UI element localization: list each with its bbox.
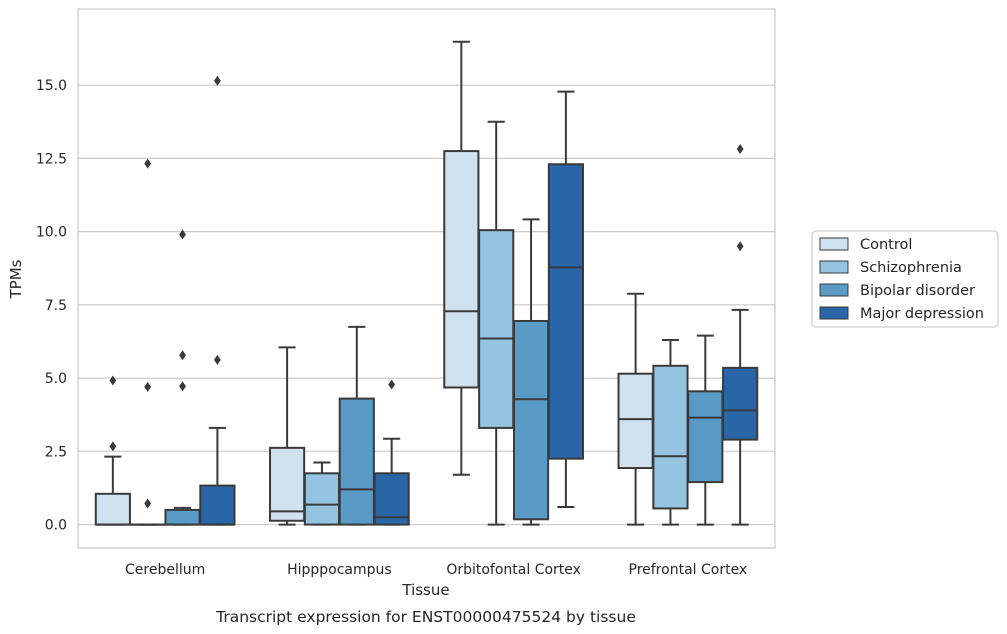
legend: Control Schizophrenia Bipolar disorder Majo… (811, 230, 999, 328)
box-body (547, 163, 584, 460)
box-body (478, 229, 515, 429)
y-tick-label: 15.0 (36, 78, 67, 94)
outlier-point (144, 158, 152, 169)
box-0-3 (199, 75, 236, 526)
box-body (443, 150, 480, 389)
box-3-1 (652, 339, 689, 526)
box-2-0 (443, 40, 480, 476)
box-body (652, 364, 689, 510)
outlier-point (144, 381, 152, 392)
box-0-1 (129, 158, 166, 526)
outlier-point (736, 241, 744, 252)
legend-label: Control (860, 237, 912, 253)
box-body (338, 397, 375, 526)
y-grid-lines (78, 84, 775, 526)
y-tick-labels: 0.0 2.5 5.0 7.5 10.0 12.5 15.0 (36, 78, 67, 533)
outlier-point (214, 354, 221, 365)
box-groups (94, 40, 759, 526)
y-tick-label: 7.5 (45, 298, 67, 314)
y-tick-label: 12.5 (36, 151, 67, 167)
outlier-point (388, 379, 396, 390)
box-body (512, 319, 550, 521)
y-tick-label: 10.0 (36, 225, 67, 241)
box-1-1 (303, 461, 341, 526)
x-axis-label: Tissue (401, 581, 449, 599)
box-1-3 (373, 379, 410, 526)
legend-label: Major depression (860, 306, 984, 322)
y-tick-label: 2.5 (45, 444, 67, 460)
box-1-0 (269, 346, 306, 526)
outlier-point (179, 229, 186, 240)
legend-swatch (819, 237, 849, 251)
box-0-2 (164, 229, 201, 526)
legend-swatch (819, 283, 849, 297)
outlier-point (144, 498, 152, 509)
box-2-1 (478, 120, 515, 526)
y-tick-label: 0.0 (45, 518, 67, 534)
outlier-point (179, 350, 186, 361)
outlier-point (736, 144, 744, 155)
plot-area-frame (77, 8, 776, 549)
legend-label: Schizophrenia (860, 260, 962, 276)
outlier-point (109, 441, 117, 452)
y-axis-label: TPMs (7, 259, 25, 299)
box-body (303, 472, 341, 526)
x-tick-label: Hipppocampus (287, 562, 392, 578)
box-1-2 (338, 325, 375, 526)
legend-swatch (819, 260, 849, 274)
box-body (617, 372, 654, 470)
legend-label: Bipolar disorder (860, 283, 975, 299)
y-tick-label: 5.0 (45, 371, 67, 387)
box-body (199, 484, 236, 526)
box-body (687, 390, 724, 484)
box-0-0 (94, 375, 131, 526)
box-body (373, 472, 410, 526)
box-3-3 (722, 144, 759, 526)
chart-caption: Transcript expression for ENST0000047552… (215, 608, 636, 626)
outlier-point (179, 381, 186, 392)
box-body (164, 508, 201, 526)
legend-swatch (819, 306, 849, 320)
box-body (722, 366, 759, 441)
box-2-2 (512, 218, 550, 526)
x-tick-label: Cerebellum (125, 562, 205, 578)
box-body (94, 492, 131, 526)
x-tick-label: Orbitofontal Cortex (446, 562, 581, 578)
legend-frame (811, 230, 999, 328)
outlier-point (109, 375, 117, 386)
box-3-2 (687, 334, 724, 526)
box-body (269, 446, 306, 522)
x-tick-labels: Cerebellum Hipppocampus Orbitofontal Corte… (125, 562, 747, 578)
box-3-0 (617, 292, 654, 526)
outlier-point (214, 75, 221, 86)
box-2-3 (547, 90, 584, 508)
x-tick-label: Prefrontal Cortex (629, 562, 748, 578)
